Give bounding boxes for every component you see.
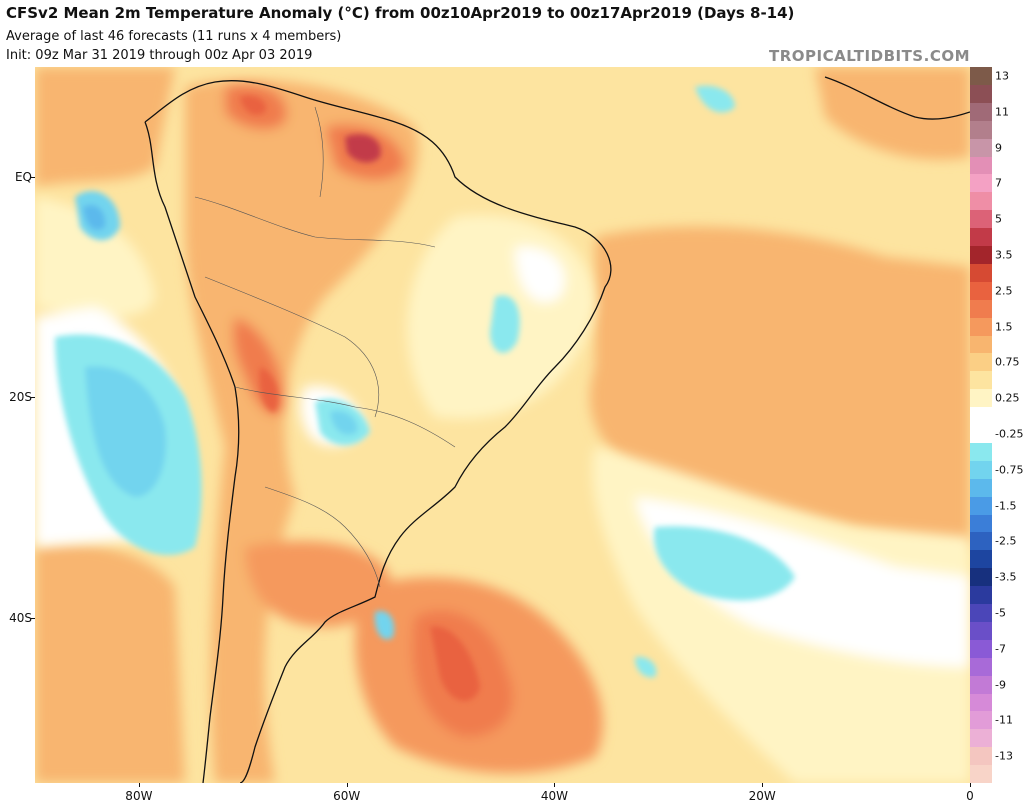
colorbar xyxy=(970,67,992,784)
colorbar-label: -0.25 xyxy=(995,427,1024,441)
hot-core-regions xyxy=(240,95,480,701)
lat-label: 40S xyxy=(9,610,32,625)
colorbar-swatch xyxy=(970,263,992,283)
colorbar-label: -11 xyxy=(995,713,1013,727)
colorbar-swatch xyxy=(970,550,992,569)
lon-tick xyxy=(346,783,348,787)
coastlines xyxy=(144,76,970,783)
colorbar-swatch xyxy=(970,514,992,533)
colorbar-label: -9 xyxy=(995,678,1006,692)
colorbar-swatch xyxy=(970,335,992,354)
colorbar-swatch xyxy=(970,496,992,515)
colorbar-swatch xyxy=(970,729,992,748)
lon-label: 40W xyxy=(540,789,569,803)
colorbar-swatch xyxy=(970,353,992,372)
lat-tick xyxy=(31,617,35,619)
init-time: Init: 09z Mar 31 2019 through 00z Apr 03… xyxy=(6,48,313,63)
lon-tick xyxy=(554,783,556,787)
lon-label: 20W xyxy=(748,789,776,803)
colorbar-swatch xyxy=(970,389,992,408)
colorbar-swatch xyxy=(970,675,992,694)
colorbar-swatch xyxy=(970,568,992,587)
colorbar-swatch xyxy=(970,210,992,229)
lon-tick xyxy=(138,783,140,787)
colorbar-label: -3.5 xyxy=(995,570,1017,584)
colorbar-label: 13 xyxy=(995,69,1009,83)
colorbar-swatch xyxy=(970,711,992,730)
colorbar-swatch xyxy=(970,478,992,498)
colorbar-swatch xyxy=(970,425,992,444)
map-title: CFSv2 Mean 2m Temperature Anomaly (°C) f… xyxy=(6,4,795,22)
colorbar-swatch xyxy=(970,442,992,462)
colorbar-swatch xyxy=(970,174,992,193)
colorbar-swatch xyxy=(970,67,992,86)
colorbar-label: 11 xyxy=(995,105,1009,119)
colorbar-label: -13 xyxy=(995,749,1013,763)
colorbar-swatch xyxy=(970,156,992,175)
colorbar-swatch xyxy=(970,532,992,551)
colorbar-swatch xyxy=(970,192,992,211)
lat-tick xyxy=(31,177,35,179)
colorbar-swatch xyxy=(970,586,992,605)
colorbar-swatch xyxy=(970,747,992,766)
lat-label: EQ xyxy=(14,170,32,185)
colorbar-swatch xyxy=(970,281,992,301)
lon-tick xyxy=(970,783,971,787)
colorbar-swatch xyxy=(970,371,992,390)
colorbar-swatch xyxy=(970,228,992,247)
warm-anomaly-regions xyxy=(35,67,970,783)
colorbar-swatch xyxy=(970,765,992,784)
colorbar-label: 7 xyxy=(995,176,1002,190)
lon-label: 80W xyxy=(125,789,153,803)
colorbar-label: 3.5 xyxy=(995,248,1013,262)
lon-label: 60W xyxy=(333,789,361,803)
colorbar-swatch xyxy=(970,604,992,623)
colorbar-swatch xyxy=(970,460,992,480)
colorbar-label: 0.25 xyxy=(995,391,1020,405)
colorbar-label: -2.5 xyxy=(995,534,1017,548)
colorbar-label: -7 xyxy=(995,642,1006,656)
cold-anomaly-regions xyxy=(55,85,795,678)
colorbar-label: 9 xyxy=(995,141,1002,155)
colorbar-swatch xyxy=(970,693,992,712)
colorbar-swatch xyxy=(970,621,992,641)
country-borders xyxy=(194,106,456,588)
colorbar-swatch xyxy=(970,639,992,659)
colorbar-swatch xyxy=(970,138,992,157)
colorbar-label: 1.5 xyxy=(995,320,1013,334)
brand-watermark[interactable]: TROPICALTIDBITS.COM xyxy=(769,47,970,65)
colorbar-label: -1.5 xyxy=(995,499,1017,513)
colorbar-swatch xyxy=(970,84,992,104)
anomaly-map[interactable] xyxy=(35,67,970,783)
colorbar-swatch xyxy=(970,299,992,319)
colorbar-swatch xyxy=(970,120,992,140)
colorbar-swatch xyxy=(970,246,992,265)
colorbar-label: -0.75 xyxy=(995,463,1024,477)
colorbar-swatch xyxy=(970,407,992,426)
lat-label: 20S xyxy=(9,390,32,405)
lat-tick xyxy=(31,397,35,399)
colorbar-swatch xyxy=(970,102,992,122)
colorbar-swatch xyxy=(970,317,992,336)
colorbar-label: 0.75 xyxy=(995,355,1020,369)
lon-label: 0 xyxy=(966,789,974,803)
colorbar-label: 5 xyxy=(995,212,1002,226)
lon-tick xyxy=(762,783,764,787)
map-subtitle: Average of last 46 forecasts (11 runs x … xyxy=(6,29,342,44)
colorbar-label: -5 xyxy=(995,606,1006,620)
colorbar-label: 2.5 xyxy=(995,284,1013,298)
colorbar-swatch xyxy=(970,657,992,677)
anomaly-field xyxy=(35,67,970,783)
